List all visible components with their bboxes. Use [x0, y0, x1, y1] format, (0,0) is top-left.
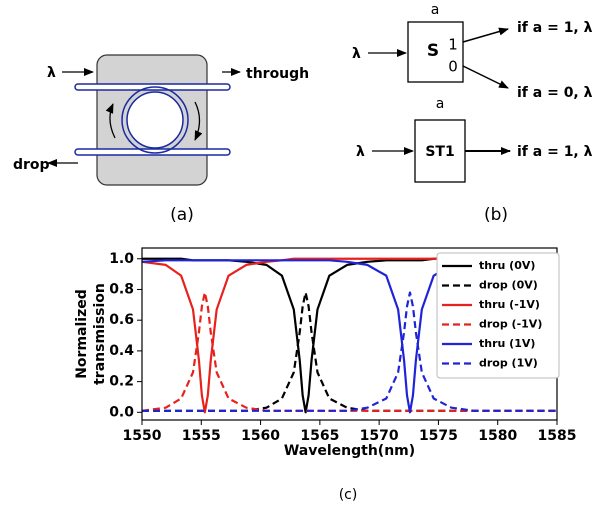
output-label: if a = 1, λ [517, 144, 593, 160]
input-label: λ [356, 144, 365, 160]
drop-label: drop [13, 157, 50, 173]
line [142, 291, 557, 412]
caption: (b) [484, 205, 508, 225]
x-tick-label: 1555 [182, 428, 221, 444]
y-tick-label: 0.4 [109, 343, 134, 359]
port-label: 1 [448, 36, 458, 54]
y-tick-label: 0.6 [109, 312, 134, 328]
control-label: a [431, 2, 440, 18]
caption: (c) [339, 487, 358, 503]
caption: (a) [170, 205, 194, 225]
bus-waveguide [74, 148, 231, 156]
x-tick-label: 1565 [300, 428, 339, 444]
switch-box [414, 119, 466, 183]
y-tick-label: 1.0 [109, 251, 134, 267]
y-axis-label: Normalized [74, 289, 90, 379]
x-tick-label: 1585 [538, 428, 577, 444]
input-label: λ [352, 46, 361, 62]
switch-diagram: a λ S 1 0 if a = 1, λ if a = 0, λ a λ ST… [352, 2, 593, 225]
ring-diagram: λ through drop (a) [13, 54, 309, 225]
ring [121, 86, 189, 154]
line [142, 291, 557, 412]
chart: 0.0 0.2 0.4 0.6 0.8 1.0 1550 1555 1560 1565 1570 15… [74, 247, 577, 503]
output-label: if a = 0, λ [517, 85, 593, 101]
arrow [105, 103, 116, 139]
legend-label: drop (-1V) [479, 318, 542, 331]
switch-box [407, 21, 464, 83]
x-tick-label: 1560 [241, 428, 280, 444]
y-axis-label: transmission [92, 283, 108, 385]
y-tick-label: 0.2 [109, 374, 134, 390]
y-tick-label: 0.0 [109, 404, 134, 420]
arrow [194, 101, 203, 141]
through-label: through [246, 66, 309, 82]
ring [126, 91, 184, 149]
line [141, 257, 557, 414]
x-tick-label: 1570 [360, 428, 399, 444]
legend-label: thru (-1V) [479, 298, 540, 311]
input-label: λ [47, 65, 56, 81]
x-tick-label: 1575 [419, 428, 458, 444]
legend-label: drop (1V) [479, 357, 538, 370]
legend-label: thru (1V) [479, 337, 535, 350]
arrow [462, 65, 509, 89]
legend-label: drop (0V) [479, 279, 538, 292]
x-axis-label: Wavelength(nm) [284, 443, 415, 459]
line [141, 257, 558, 414]
legend-label: thru (0V) [479, 259, 535, 272]
switch-label: ST1 [425, 144, 454, 160]
x-tick-label: 1580 [478, 428, 517, 444]
output-label: if a = 1, λ [517, 20, 593, 36]
port-label: 0 [448, 58, 458, 76]
x-tick-label: 1550 [123, 428, 162, 444]
switch-label: S [427, 41, 439, 61]
legend-box [436, 252, 560, 379]
y-tick-label: 0.8 [109, 281, 134, 297]
arrow [462, 27, 509, 43]
control-label: a [436, 96, 445, 112]
